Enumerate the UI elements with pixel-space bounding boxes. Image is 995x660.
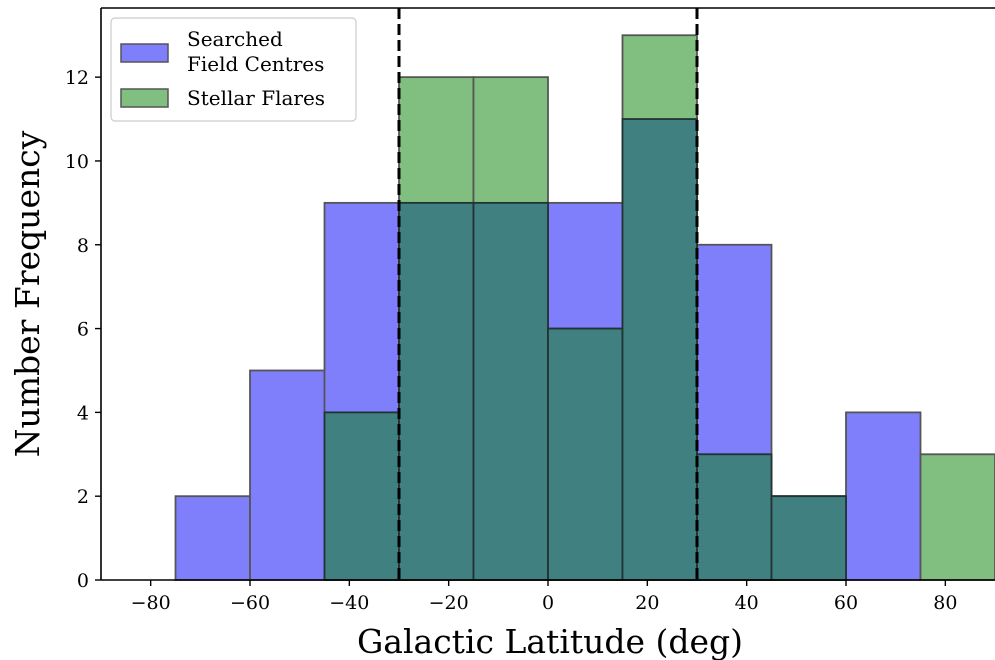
x-tick-label: 80 (933, 592, 957, 614)
y-tick-label: 2 (77, 486, 89, 508)
bar-searched-9 (845, 411, 922, 581)
legend-swatch-flares (120, 88, 169, 108)
x-tick-label: −60 (230, 592, 270, 614)
x-tick-label: −20 (429, 592, 469, 614)
legend: Searched Field Centres Stellar Flares (110, 17, 357, 122)
y-axis-label: Number Frequency (8, 130, 47, 457)
y-tick-label: 0 (77, 570, 89, 592)
x-tick-label: 60 (834, 592, 858, 614)
x-ticks: −80 −60 −40 −20 0 20 40 60 80 (131, 580, 957, 614)
legend-label-searched: Searched Field Centres (187, 27, 324, 76)
legend-frame (110, 17, 357, 122)
bar-overlap-4 (472, 201, 549, 581)
x-tick-label: 0 (542, 592, 554, 614)
bar-overlap-3 (398, 201, 475, 581)
bar-overlap-2 (323, 411, 400, 581)
legend-swatch-searched (120, 43, 169, 63)
bar-searched-0 (174, 495, 251, 581)
x-tick-label: −40 (329, 592, 369, 614)
x-tick-label: 20 (635, 592, 659, 614)
y-tick-label: 4 (77, 402, 89, 424)
x-tick-label: −80 (131, 592, 171, 614)
bars-layer (174, 34, 995, 581)
x-tick-label: 40 (735, 592, 759, 614)
y-tick-label: 8 (77, 235, 89, 257)
bar-flares-10 (919, 453, 995, 581)
legend-label-flares: Stellar Flares (187, 86, 325, 110)
x-axis-label: Galactic Latitude (deg) (357, 622, 743, 660)
bar-overlap-8 (770, 495, 847, 581)
y-ticks: 0 2 4 6 8 10 12 (65, 67, 101, 592)
bar-searched-1 (249, 369, 326, 581)
bar-overlap-5 (547, 327, 624, 581)
y-tick-label: 6 (77, 319, 89, 341)
bar-overlap-6 (621, 118, 698, 581)
y-tick-label: 12 (65, 67, 89, 89)
bar-overlap-7 (696, 453, 773, 581)
y-tick-label: 10 (65, 151, 89, 173)
